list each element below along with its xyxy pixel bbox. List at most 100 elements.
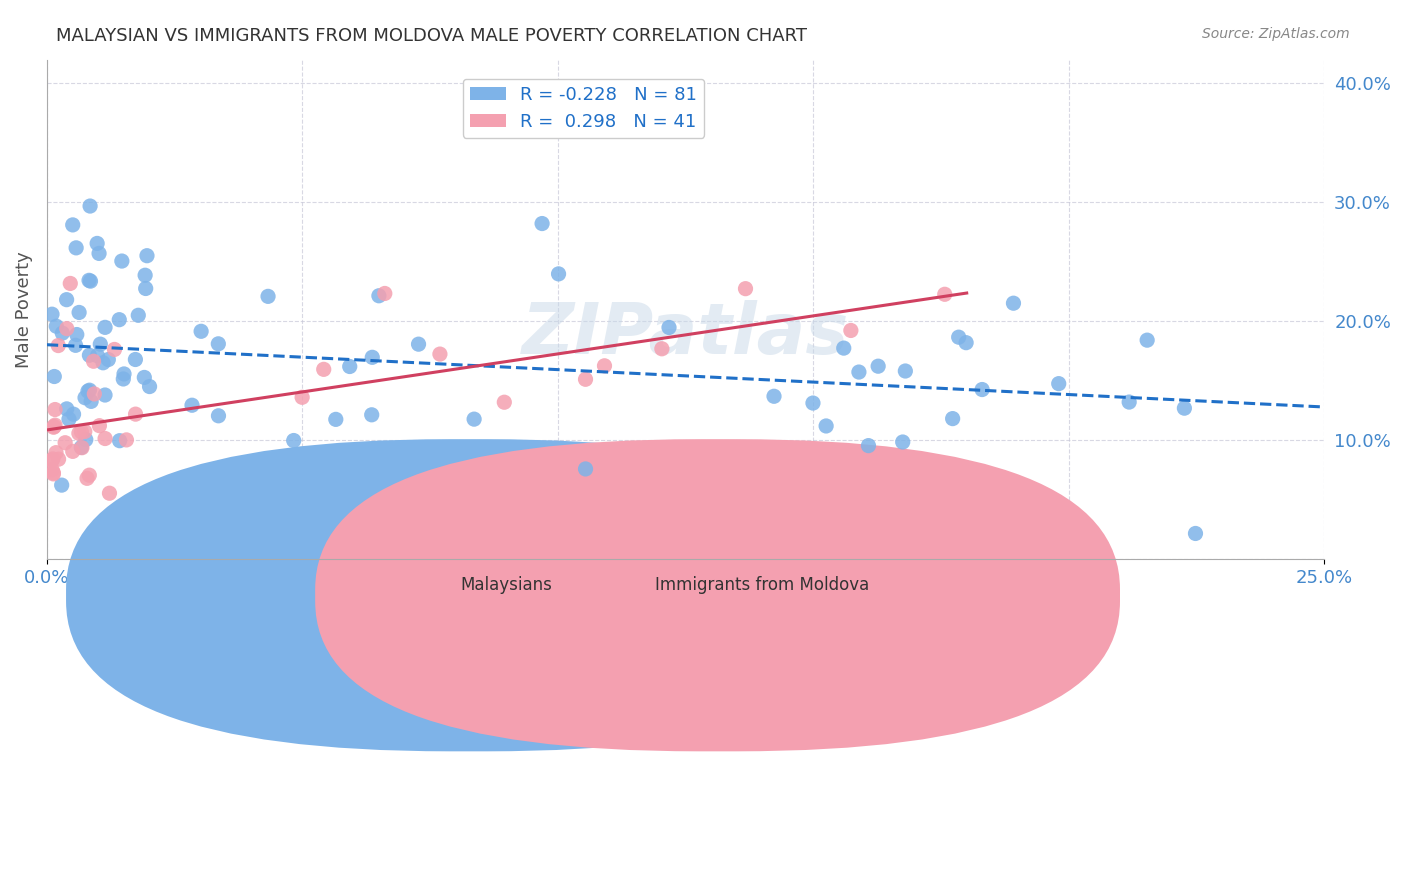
Point — [429, 347, 451, 361]
Point — [42, 467, 65, 481]
Point — [374, 286, 396, 301]
Y-axis label: Male Poverty: Male Poverty — [15, 251, 32, 368]
Point — [839, 323, 862, 337]
Point — [94, 432, 117, 446]
Point — [134, 268, 156, 283]
Point — [62, 444, 84, 458]
Point — [1047, 376, 1070, 391]
Point — [83, 387, 105, 401]
Point — [79, 468, 101, 483]
Point — [42, 420, 65, 434]
Point — [1173, 401, 1195, 416]
Point — [44, 418, 66, 433]
Point — [801, 396, 824, 410]
Point — [98, 486, 121, 500]
FancyBboxPatch shape — [66, 439, 870, 751]
Point — [75, 433, 97, 447]
Point — [190, 324, 212, 338]
Point — [207, 336, 229, 351]
Point — [848, 365, 870, 379]
Point — [297, 477, 319, 491]
Point — [79, 199, 101, 213]
Point — [79, 274, 101, 288]
Point — [53, 435, 76, 450]
Point — [46, 338, 69, 352]
Point — [1002, 296, 1025, 310]
Point — [115, 433, 138, 447]
Point — [942, 411, 965, 425]
Point — [339, 359, 361, 374]
Point — [67, 426, 90, 441]
Point — [44, 402, 66, 417]
Point — [55, 293, 77, 307]
Point — [76, 471, 98, 485]
Point — [112, 367, 135, 381]
Point — [948, 330, 970, 344]
Point — [42, 452, 65, 467]
Point — [325, 412, 347, 426]
Point — [42, 466, 65, 480]
Legend: R = -0.228   N = 81, R =  0.298   N = 41: R = -0.228 N = 81, R = 0.298 N = 41 — [463, 78, 704, 138]
Point — [62, 218, 84, 232]
Point — [312, 362, 335, 376]
Point — [86, 349, 108, 363]
Point — [41, 462, 63, 476]
Text: Source: ZipAtlas.com: Source: ZipAtlas.com — [1202, 27, 1350, 41]
FancyBboxPatch shape — [315, 439, 1121, 751]
Point — [45, 319, 67, 334]
Point — [44, 369, 66, 384]
Point — [547, 267, 569, 281]
Point — [62, 407, 84, 421]
Point — [41, 307, 63, 321]
Point — [77, 273, 100, 287]
Point — [207, 409, 229, 423]
Point — [79, 383, 101, 397]
Point — [48, 452, 70, 467]
Point — [127, 308, 149, 322]
Point — [111, 254, 134, 268]
Point — [832, 341, 855, 355]
Point — [112, 372, 135, 386]
Point — [87, 246, 110, 260]
Point — [891, 435, 914, 450]
Text: Immigrants from Moldova: Immigrants from Moldova — [655, 576, 869, 594]
Point — [44, 419, 66, 434]
Point — [65, 241, 87, 255]
Point — [361, 351, 384, 365]
Point — [83, 354, 105, 368]
Point — [45, 445, 67, 459]
Point — [97, 352, 120, 367]
Point — [136, 249, 159, 263]
Point — [367, 289, 389, 303]
Point — [70, 441, 93, 455]
Point — [1184, 526, 1206, 541]
Point — [58, 412, 80, 426]
Point — [574, 372, 596, 386]
Point — [894, 364, 917, 378]
Point — [858, 439, 880, 453]
Point — [66, 327, 89, 342]
Point — [955, 335, 977, 350]
Point — [135, 281, 157, 295]
Point — [593, 359, 616, 373]
Point — [408, 337, 430, 351]
Point — [868, 359, 890, 374]
Point — [291, 390, 314, 404]
Point — [124, 407, 146, 421]
Point — [103, 343, 125, 357]
Point — [79, 348, 101, 362]
Point — [89, 337, 111, 351]
Point — [94, 320, 117, 334]
Point — [67, 305, 90, 319]
Point — [73, 425, 96, 439]
Point — [181, 398, 204, 412]
Point — [531, 217, 554, 231]
Point — [360, 408, 382, 422]
Point — [283, 434, 305, 448]
Point — [70, 425, 93, 439]
Point — [651, 342, 673, 356]
Point — [494, 395, 516, 409]
Text: ZIPatlas: ZIPatlas — [522, 300, 849, 368]
Point — [108, 434, 131, 448]
Point — [51, 326, 73, 340]
